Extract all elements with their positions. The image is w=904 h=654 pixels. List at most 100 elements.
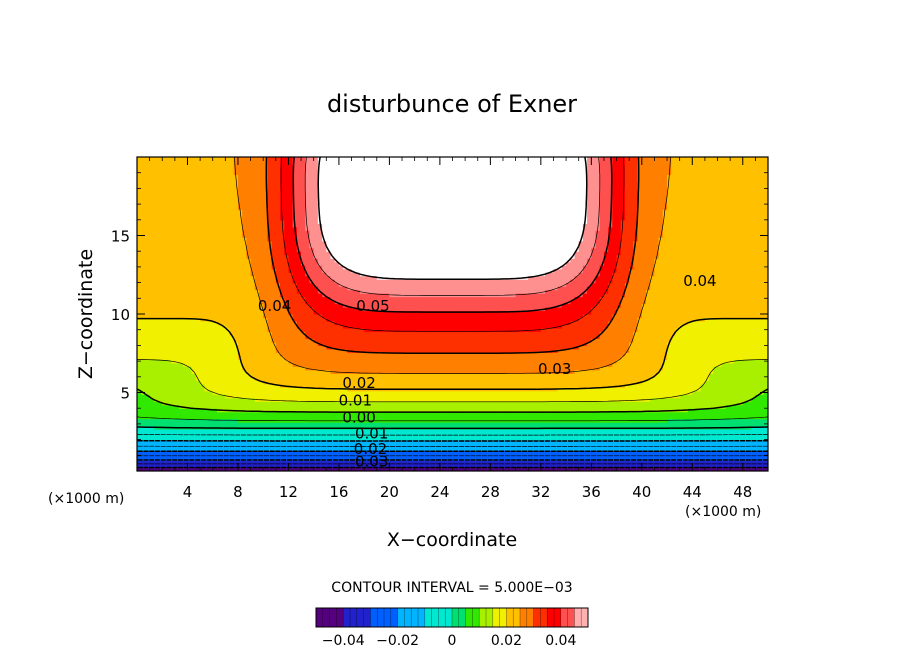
field-cell-4777 xyxy=(359,443,365,448)
field-cell-2427 xyxy=(246,163,252,169)
field-cell-1328 xyxy=(195,230,201,235)
field-cell-3989 xyxy=(322,366,327,371)
field-cell-3976 xyxy=(322,411,327,416)
field-cell-4499 xyxy=(343,157,348,162)
field-cell-2186 xyxy=(237,376,243,381)
field-cell-1925 xyxy=(225,345,231,350)
field-cell-952 xyxy=(179,286,184,291)
field-cell-4210 xyxy=(330,223,336,228)
field-cell-1304 xyxy=(195,314,201,319)
field-cell-2901 xyxy=(271,394,277,399)
field-cell-2236 xyxy=(237,202,243,207)
field-cell-4276 xyxy=(334,307,340,312)
field-cell-1935 xyxy=(225,310,231,315)
field-cell-4495 xyxy=(343,170,348,176)
field-cell-2448 xyxy=(250,404,256,409)
field-cell-4658 xyxy=(351,230,357,235)
field-cell-3345 xyxy=(292,415,298,420)
field-cell-3634 xyxy=(305,348,311,353)
field-cell-1439 xyxy=(200,157,205,162)
field-cell-1046 xyxy=(183,272,189,277)
field-cell-2925 xyxy=(271,310,277,315)
field-cell-1708 xyxy=(212,160,218,165)
field-cell-4230 xyxy=(334,467,340,471)
field-cell-4146 xyxy=(330,446,336,451)
field-cell-3946 xyxy=(317,202,323,207)
field-cell-3448 xyxy=(296,369,302,374)
field-cell-1878 xyxy=(221,195,226,200)
field-cell-2556 xyxy=(254,341,260,346)
field-cell-3069 xyxy=(280,436,285,441)
field-cell-2821 xyxy=(267,359,273,364)
field-cell-2586 xyxy=(254,237,260,242)
field-cell-1910 xyxy=(225,397,231,402)
field-cell-3752 xyxy=(309,251,315,256)
field-cell-2909 xyxy=(271,366,277,371)
field-cell-4934 xyxy=(364,209,369,214)
field-cell-516 xyxy=(158,237,163,242)
field-cell-2317 xyxy=(242,233,247,238)
field-cell-1411 xyxy=(200,254,205,259)
field-cell-3550 xyxy=(301,327,306,333)
field-cell-297 xyxy=(149,373,155,378)
field-cell-2660 xyxy=(258,293,264,298)
field-cell-1346 xyxy=(195,167,201,172)
field-cell-2099 xyxy=(233,366,239,371)
field-cell-2656 xyxy=(258,307,264,312)
field-cell-3041 xyxy=(275,219,281,224)
field-cell-221 xyxy=(145,324,151,329)
field-cell-1799 xyxy=(216,157,222,162)
field-cell-4558 xyxy=(347,265,353,270)
field-cell-342 xyxy=(149,216,155,221)
field-cell-1103 xyxy=(187,387,193,392)
field-cell-4885 xyxy=(364,380,369,385)
field-cell-977 xyxy=(179,198,184,203)
field-cell-3532 xyxy=(301,390,306,395)
field-cell-1030 xyxy=(183,327,189,333)
field-cell-1819 xyxy=(221,401,226,406)
field-cell-2133 xyxy=(233,247,239,252)
field-cell-32 xyxy=(137,355,142,360)
field-cell-1024 xyxy=(183,348,189,353)
field-cell-4751 xyxy=(355,219,361,224)
field-cell-4135 xyxy=(326,170,332,176)
field-cell-3848 xyxy=(313,230,319,235)
field-cell-4657 xyxy=(351,233,357,238)
field-cell-2286 xyxy=(242,341,247,346)
field-cell-1457 xyxy=(204,408,210,413)
field-cell-2431 xyxy=(250,464,256,469)
field-cell-433 xyxy=(153,212,159,217)
field-cell-1529 xyxy=(204,157,210,162)
field-cell-954 xyxy=(179,279,184,284)
field-cell-1845 xyxy=(221,310,226,315)
field-cell-996 xyxy=(183,446,189,451)
field-cell-1222 xyxy=(191,286,197,291)
field-cell-2603 xyxy=(254,177,260,183)
field-cell-4802 xyxy=(359,355,365,360)
field-cell-1301 xyxy=(195,324,201,329)
field-cell-2436 xyxy=(250,446,256,451)
field-cell-1729 xyxy=(216,401,222,406)
field-cell-630 xyxy=(166,467,172,471)
field-cell-1588 xyxy=(208,265,214,270)
field-cell-1858 xyxy=(221,265,226,270)
field-cell-1293 xyxy=(195,352,201,357)
field-cell-3508 xyxy=(296,160,302,165)
field-cell-4836 xyxy=(359,237,365,242)
field-cell-3492 xyxy=(296,216,302,221)
field-cell-417 xyxy=(153,268,159,273)
field-cell-3046 xyxy=(275,202,281,207)
field-cell-2483 xyxy=(250,282,256,287)
field-cell-2583 xyxy=(254,247,260,252)
field-cell-2337 xyxy=(242,163,247,169)
field-cell-3337 xyxy=(292,443,298,448)
field-cell-209 xyxy=(145,366,151,371)
field-cell-501 xyxy=(158,289,163,294)
field-cell-786 xyxy=(170,237,176,242)
field-cell-2805 xyxy=(267,415,273,420)
field-cell-2443 xyxy=(250,422,256,427)
field-cell-2487 xyxy=(250,268,256,273)
field-cell-4378 xyxy=(338,265,344,270)
field-cell-16 xyxy=(137,411,142,416)
field-cell-1308 xyxy=(195,300,201,305)
